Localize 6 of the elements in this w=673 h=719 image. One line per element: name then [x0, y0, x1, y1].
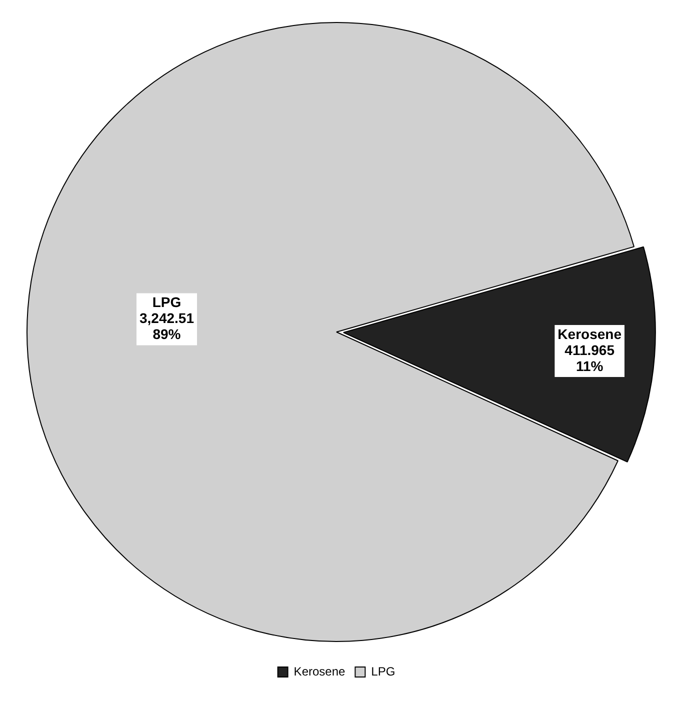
legend-label: LPG	[371, 664, 396, 678]
slice-label: Kerosene	[558, 326, 622, 342]
data-label: 411.965 11%	[564, 342, 615, 374]
legend-label: Kerosene	[294, 664, 346, 678]
slice-label: LPG	[152, 294, 182, 310]
data-label: 3,242.51 89%	[140, 310, 194, 342]
